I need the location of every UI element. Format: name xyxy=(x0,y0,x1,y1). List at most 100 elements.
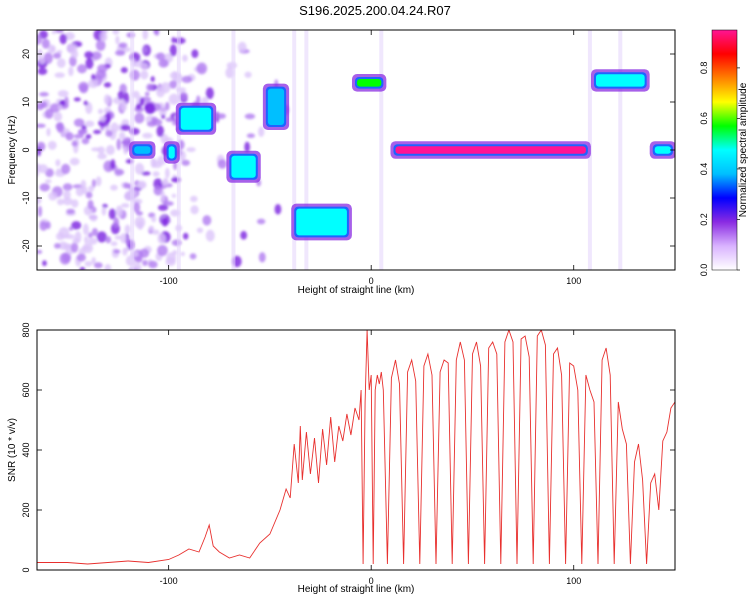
heatmap-speckle xyxy=(81,125,87,130)
heatmap-feature-core xyxy=(356,79,382,87)
heatmap-speckle xyxy=(68,226,74,231)
heatmap-speckle xyxy=(104,263,112,270)
heatmap-speckle xyxy=(85,57,94,70)
heatmap-speckle xyxy=(258,126,265,138)
heatmap-speckle xyxy=(95,176,102,187)
heatmap-speckle xyxy=(150,76,155,82)
x-tick-label: 100 xyxy=(566,576,581,586)
heatmap-speckle xyxy=(151,229,160,235)
heatmap-speckle xyxy=(179,91,188,101)
heatmap-speckle xyxy=(97,64,108,73)
snr-plot-area xyxy=(37,330,675,570)
heatmap-speckle xyxy=(99,30,106,42)
heatmap-speckle xyxy=(85,191,93,199)
heatmap-speckle xyxy=(144,102,156,115)
heatmap-speckle xyxy=(116,138,121,151)
heatmap-speckle xyxy=(157,204,169,211)
heatmap-speckle xyxy=(164,101,170,111)
heatmap-speckle xyxy=(244,113,256,120)
heatmap-speckle xyxy=(83,100,89,106)
heatmap-speckle xyxy=(150,157,156,168)
heatmap-speckle xyxy=(46,127,51,137)
heatmap-speckle xyxy=(190,195,198,203)
x-tick-label: -100 xyxy=(160,276,178,286)
heatmap-speckle xyxy=(47,140,57,150)
heatmap-speckle xyxy=(37,123,46,128)
heatmap-speckle xyxy=(113,249,121,254)
heatmap-speckle xyxy=(70,242,79,253)
heatmap-speckle xyxy=(71,221,82,230)
heatmap-speckle xyxy=(157,245,168,257)
heatmap-speckle xyxy=(114,168,125,176)
heatmap-speckle xyxy=(37,163,41,173)
heatmap-speckle xyxy=(216,113,226,120)
heatmap-speckle xyxy=(69,157,80,166)
heatmap-speckle xyxy=(191,49,199,59)
x-tick-label: 0 xyxy=(369,576,374,586)
heatmap-speckle xyxy=(113,217,120,228)
heatmap-speckle xyxy=(110,159,116,169)
heatmap-speckle xyxy=(55,159,61,167)
heatmap-speckle xyxy=(98,119,109,127)
heatmap-speckle xyxy=(110,241,118,247)
heatmap-speckle xyxy=(112,30,120,35)
heatmap-speckle xyxy=(182,54,188,62)
heatmap-speckle xyxy=(43,52,53,64)
heatmap-speckle xyxy=(73,133,84,139)
snr-axes: -100 0 100 0 200 400 600 800 xyxy=(21,322,675,586)
heatmap-speckle xyxy=(88,237,98,245)
x-tick-label: 100 xyxy=(566,276,581,286)
heatmap-speckle xyxy=(120,203,130,208)
heatmap-speckle xyxy=(51,30,57,35)
heatmap-speckle xyxy=(122,47,131,53)
heatmap-feature-core xyxy=(395,146,586,154)
heatmap-speckle xyxy=(181,75,193,84)
heatmap-speckle xyxy=(115,50,126,56)
heatmap-speckle xyxy=(54,243,61,249)
heatmap-speckle xyxy=(169,44,177,57)
heatmap-speckle xyxy=(78,81,89,92)
y-tick-label: -20 xyxy=(21,239,31,252)
heatmap-speckle xyxy=(186,147,196,153)
heatmap-speckle xyxy=(79,266,86,270)
figure-title: S196.2025.200.04.24.R07 xyxy=(299,3,451,18)
heatmap-speckle xyxy=(71,199,79,208)
heatmap-speckle xyxy=(156,52,166,61)
heatmap-speckle xyxy=(151,118,163,126)
heatmap-speckle xyxy=(84,235,89,244)
heatmap-feature-core xyxy=(231,155,256,178)
colorbar: 0.0 0.2 0.4 0.6 0.8 Normalized spectral ampl… xyxy=(699,29,749,276)
heatmap-speckle xyxy=(77,64,87,74)
heatmap-speckle xyxy=(138,182,146,188)
snr-series-line xyxy=(37,330,675,565)
heatmap-speckle xyxy=(37,205,43,217)
heatmap-streak xyxy=(231,30,236,270)
colorbar-tick-label: 0.8 xyxy=(699,62,709,75)
heatmap-speckle xyxy=(172,249,178,256)
heatmap-speckle xyxy=(160,190,165,202)
heatmap-speckle xyxy=(57,104,63,111)
heatmap-speckle xyxy=(76,253,86,262)
heatmap-speckle xyxy=(124,247,130,252)
spectral-xlabel: Height of straight line (km) xyxy=(298,285,415,296)
heatmap-speckle xyxy=(91,257,96,265)
heatmap-speckle xyxy=(105,236,112,244)
heatmap-speckle xyxy=(153,185,163,196)
heatmap-feature-core xyxy=(296,208,347,236)
heatmap-speckle xyxy=(139,97,145,106)
snr-ylabel: SNR (10 * v/v) xyxy=(7,418,18,482)
heatmap-speckle xyxy=(47,44,55,54)
heatmap-speckle xyxy=(161,216,169,227)
spectral-ylabel: Frequency (Hz) xyxy=(7,116,18,185)
y-tick-label: 0 xyxy=(21,567,31,572)
heatmap-speckle xyxy=(134,163,145,175)
heatmap-speckle xyxy=(142,30,149,40)
heatmap-speckle xyxy=(189,253,197,260)
heatmap-speckle xyxy=(120,100,128,112)
colorbar-label: Normalized spectral amplitude xyxy=(738,82,749,217)
heatmap-speckle xyxy=(148,225,155,232)
heatmap-speckle xyxy=(37,146,42,157)
heatmap-speckle xyxy=(246,133,256,139)
